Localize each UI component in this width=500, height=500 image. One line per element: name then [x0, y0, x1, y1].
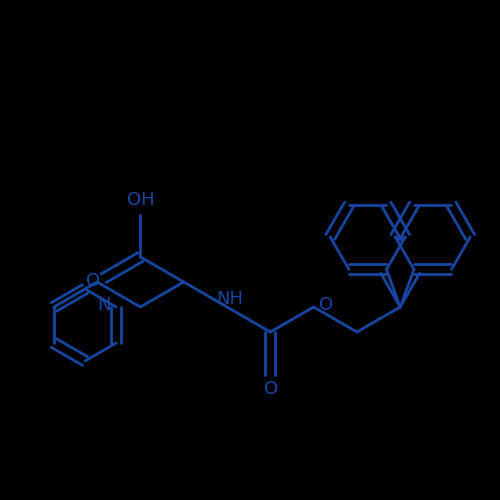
- Text: O: O: [319, 296, 333, 314]
- Text: OH: OH: [126, 190, 154, 208]
- Text: NH: NH: [216, 290, 243, 308]
- Text: O: O: [86, 272, 100, 290]
- Text: O: O: [264, 380, 278, 398]
- Text: N: N: [97, 296, 110, 314]
